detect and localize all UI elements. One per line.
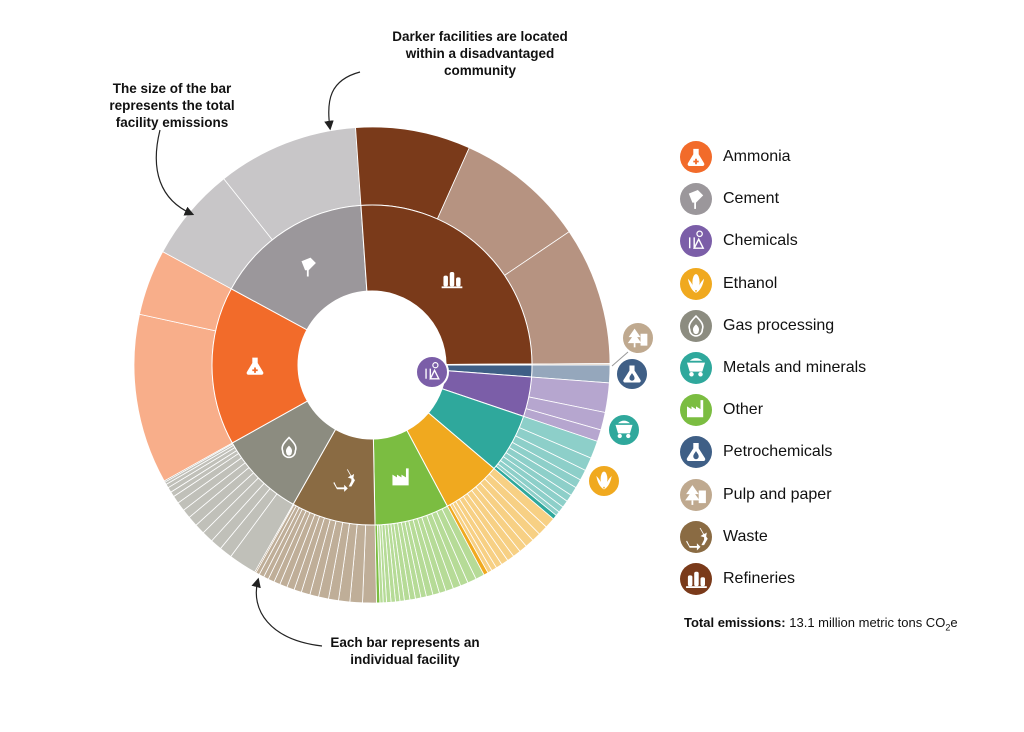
mine-cart-icon	[680, 352, 712, 385]
callout-connector	[611, 351, 629, 367]
flask-plus-icon	[246, 357, 264, 375]
annotation-line: Darker facilities are located	[392, 29, 568, 44]
legend-label: Waste	[723, 527, 768, 545]
legend-label: Gas processing	[723, 316, 835, 334]
annotation-disadvantaged: Darker facilities are located within a d…	[350, 28, 610, 79]
legend-label: Cement	[723, 190, 780, 208]
sector-pulp-and-paper	[445, 363, 533, 366]
sector-cement	[230, 204, 368, 331]
corn-icon	[680, 267, 712, 300]
flask-drop-icon	[680, 436, 712, 469]
cement-truck-icon	[301, 257, 316, 277]
arrow-left	[155, 129, 195, 216]
tree-icon	[680, 478, 712, 511]
legend-label: Pulp and paper	[723, 485, 832, 503]
annotation-line: within a disadvantaged	[405, 46, 555, 61]
legend-item-refineries: Refineries	[680, 558, 866, 600]
arrow-top	[324, 71, 361, 131]
tree-icon	[621, 321, 655, 355]
annotation-line: facility emissions	[115, 115, 229, 130]
annotation-line: represents the total	[109, 98, 235, 113]
annotation-bar-size: The size of the bar represents the total…	[72, 80, 272, 131]
flask-drop-icon	[615, 357, 649, 391]
chemicals-icon	[680, 225, 712, 258]
recycle-icon	[680, 520, 712, 553]
refinery-icon	[441, 272, 463, 289]
annotation-line: The size of the bar	[112, 81, 232, 96]
factory-icon	[680, 394, 712, 427]
annotation-line: community	[443, 63, 516, 78]
legend-item-ethanol: Ethanol	[680, 263, 866, 305]
mine-cart-icon	[607, 413, 641, 447]
legend-label: Petrochemicals	[723, 443, 833, 461]
cement-truck-icon	[680, 183, 712, 216]
sector-ammonia	[211, 288, 309, 444]
legend-item-petrochemicals: Petrochemicals	[680, 431, 866, 473]
total-sub: 2	[945, 622, 951, 633]
legend-item-pulp-and-paper: Pulp and paper	[680, 474, 866, 516]
chemicals-icon	[415, 355, 449, 389]
annotation-line: Each bar represents an	[330, 635, 480, 650]
legend-item-waste: Waste	[680, 516, 866, 558]
refinery-icon	[680, 562, 712, 595]
legend-label: Other	[723, 401, 764, 419]
legend-item-gas-processing: Gas processing	[680, 305, 866, 347]
legend-label: Metals and minerals	[723, 359, 867, 377]
legend-item-ammonia: Ammonia	[680, 136, 866, 178]
sector-icons	[246, 257, 463, 492]
flame-icon	[680, 309, 712, 342]
annotation-each-bar: Each bar represents an individual facili…	[290, 634, 520, 668]
legend: Ammonia Cement Chemicals Ethanol Gas process…	[680, 136, 866, 600]
arrow-bottom	[251, 577, 323, 647]
corn-icon	[587, 464, 621, 498]
factory-icon	[392, 468, 409, 486]
total-value: 13.1 million metric tons CO	[789, 615, 946, 630]
legend-label: Ammonia	[723, 148, 791, 166]
total-emissions: Total emissions: 13.1 million metric ton…	[684, 615, 958, 633]
legend-item-cement: Cement	[680, 178, 866, 220]
total-label: Total emissions:	[684, 615, 786, 630]
legend-label: Chemicals	[723, 232, 798, 250]
legend-item-other: Other	[680, 389, 866, 431]
recycle-icon	[333, 469, 355, 492]
total-suffix: e	[950, 615, 958, 630]
legend-label: Ethanol	[723, 274, 778, 292]
sector-ring	[211, 204, 533, 526]
legend-item-metals-and-minerals: Metals and minerals	[680, 347, 866, 389]
facility-ring	[133, 126, 611, 604]
callout-icons	[415, 321, 655, 498]
legend-label: Refineries	[723, 569, 796, 587]
legend-item-chemicals: Chemicals	[680, 220, 866, 262]
flame-icon	[281, 436, 297, 459]
facility-bar	[531, 363, 611, 366]
annotation-line: individual facility	[350, 652, 460, 667]
flask-plus-icon	[680, 141, 712, 174]
